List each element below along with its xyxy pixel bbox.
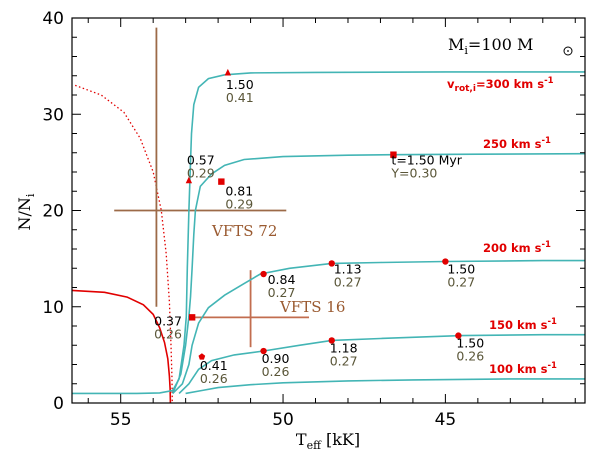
mass-annotation-m: M xyxy=(448,35,464,54)
age-label-3-0: 0.41 xyxy=(200,358,228,373)
marker-3-0 xyxy=(198,353,206,360)
x-tick-label-45: 45 xyxy=(435,410,457,430)
age-label-3-1: 0.90 xyxy=(262,351,290,366)
series-label-text-1: 250 km s xyxy=(483,137,542,151)
series-label-1: 250 km s-1 xyxy=(483,136,551,151)
age-label-2-1: 0.84 xyxy=(268,272,296,287)
mass-annotation: Mi=100 M xyxy=(448,35,533,57)
series-label-value-0: =300 km s xyxy=(476,77,544,91)
y-axis-label-sub: i xyxy=(24,193,37,197)
labels-layer: 1.500.410.570.290.810.29t=1.50 MyrY=0.30… xyxy=(154,35,573,386)
series-label-text-4: 100 km s xyxy=(489,362,548,376)
y-label-3-1: 0.26 xyxy=(262,364,290,379)
series-label-0: vrot,i=300 km s-1 xyxy=(447,76,554,94)
marker-2-0 xyxy=(188,314,196,321)
age-label-1-0: 0.57 xyxy=(187,153,215,168)
series-label-exp-4: -1 xyxy=(548,361,558,371)
y-tick-label-40: 40 xyxy=(42,9,64,29)
marker-0-0 xyxy=(224,68,232,76)
y-axis-label: N/Ni xyxy=(15,193,37,230)
series-label-exp-1: -1 xyxy=(542,136,552,146)
track-line-2 xyxy=(172,259,585,394)
series-label-exp-0: -1 xyxy=(544,76,554,86)
marker-1-1 xyxy=(218,178,225,185)
x-axis-label-unit: [kK] xyxy=(321,430,360,449)
y-label-2-3: 0.27 xyxy=(447,275,475,290)
series-label-text-3: 150 km s xyxy=(489,318,548,332)
star-name-0: VFTS 72 xyxy=(211,222,277,240)
y-tick-label-0: 0 xyxy=(53,394,64,414)
age-label-3-2: 1.18 xyxy=(330,340,358,355)
track-line-4 xyxy=(185,378,585,395)
age-label-3-3: 1.50 xyxy=(456,336,484,351)
mass-annotation-sub: i xyxy=(464,44,468,57)
track-line-0 xyxy=(72,71,585,395)
age-label-2-3: 1.50 xyxy=(447,262,475,277)
series-label-2: 200 km s-1 xyxy=(483,240,551,255)
track-line-1 xyxy=(171,152,585,394)
x-tick-label-55: 55 xyxy=(110,410,132,430)
red-dotted-line xyxy=(74,84,173,403)
marker-1-2 xyxy=(390,151,397,158)
age-label-2-2: 1.13 xyxy=(334,261,362,276)
sun-symbol-dot xyxy=(567,50,569,52)
marker-1-0 xyxy=(185,176,193,184)
y-label-1-0: 0.29 xyxy=(187,166,215,181)
series-label-sub-0: rot,i xyxy=(455,84,476,94)
age-label-0-0: 1.50 xyxy=(226,77,254,92)
x-axis-label: Teff [kK] xyxy=(296,430,360,450)
marker-2-2 xyxy=(328,260,335,267)
marker-3-3 xyxy=(455,332,462,339)
y-label-2-0: 0.26 xyxy=(154,326,182,341)
mass-annotation-value: =100 M xyxy=(468,35,533,54)
marker-2-3 xyxy=(442,258,449,265)
marker-2-1 xyxy=(260,270,267,278)
track-line-3 xyxy=(178,333,585,394)
marker-3-2 xyxy=(328,337,335,344)
series-label-v-0: v xyxy=(447,77,455,91)
x-axis-label-t: T xyxy=(296,430,307,449)
y-label-1-2: Y=0.30 xyxy=(390,166,437,181)
y-label-3-0: 0.26 xyxy=(200,371,228,386)
y-label-3-2: 0.27 xyxy=(330,353,358,368)
series-label-exp-3: -1 xyxy=(548,317,558,327)
star-name-1: VFTS 16 xyxy=(279,298,345,316)
series-label-text-2: 200 km s xyxy=(483,241,542,255)
x-tick-label-50: 50 xyxy=(272,410,294,430)
red-solid-line xyxy=(72,289,172,403)
sun-symbol-ring xyxy=(563,46,573,56)
series-label-3: 150 km s-1 xyxy=(489,317,557,332)
y-label-3-3: 0.26 xyxy=(456,349,484,364)
series-label-4: 100 km s-1 xyxy=(489,361,557,376)
y-tick-label-10: 10 xyxy=(42,298,64,318)
y-label-1-1: 0.29 xyxy=(225,197,253,212)
y-axis-label-main: N/N xyxy=(15,197,34,230)
y-label-2-1: 0.27 xyxy=(268,285,296,300)
y-label-0-0: 0.41 xyxy=(226,90,254,105)
y-tick-label-30: 30 xyxy=(42,105,64,125)
tracks-layer xyxy=(72,27,585,403)
age-label-2-0: 0.37 xyxy=(154,313,182,328)
y-label-2-2: 0.27 xyxy=(334,274,362,289)
series-label-exp-2: -1 xyxy=(542,240,552,250)
age-label-1-2: t=1.50 Myr xyxy=(391,153,462,168)
x-axis-label-sub: eff xyxy=(307,439,323,450)
plot-area xyxy=(72,27,585,403)
age-label-1-1: 0.81 xyxy=(225,184,253,199)
y-tick-label-20: 20 xyxy=(42,202,64,222)
marker-3-1 xyxy=(260,347,267,355)
